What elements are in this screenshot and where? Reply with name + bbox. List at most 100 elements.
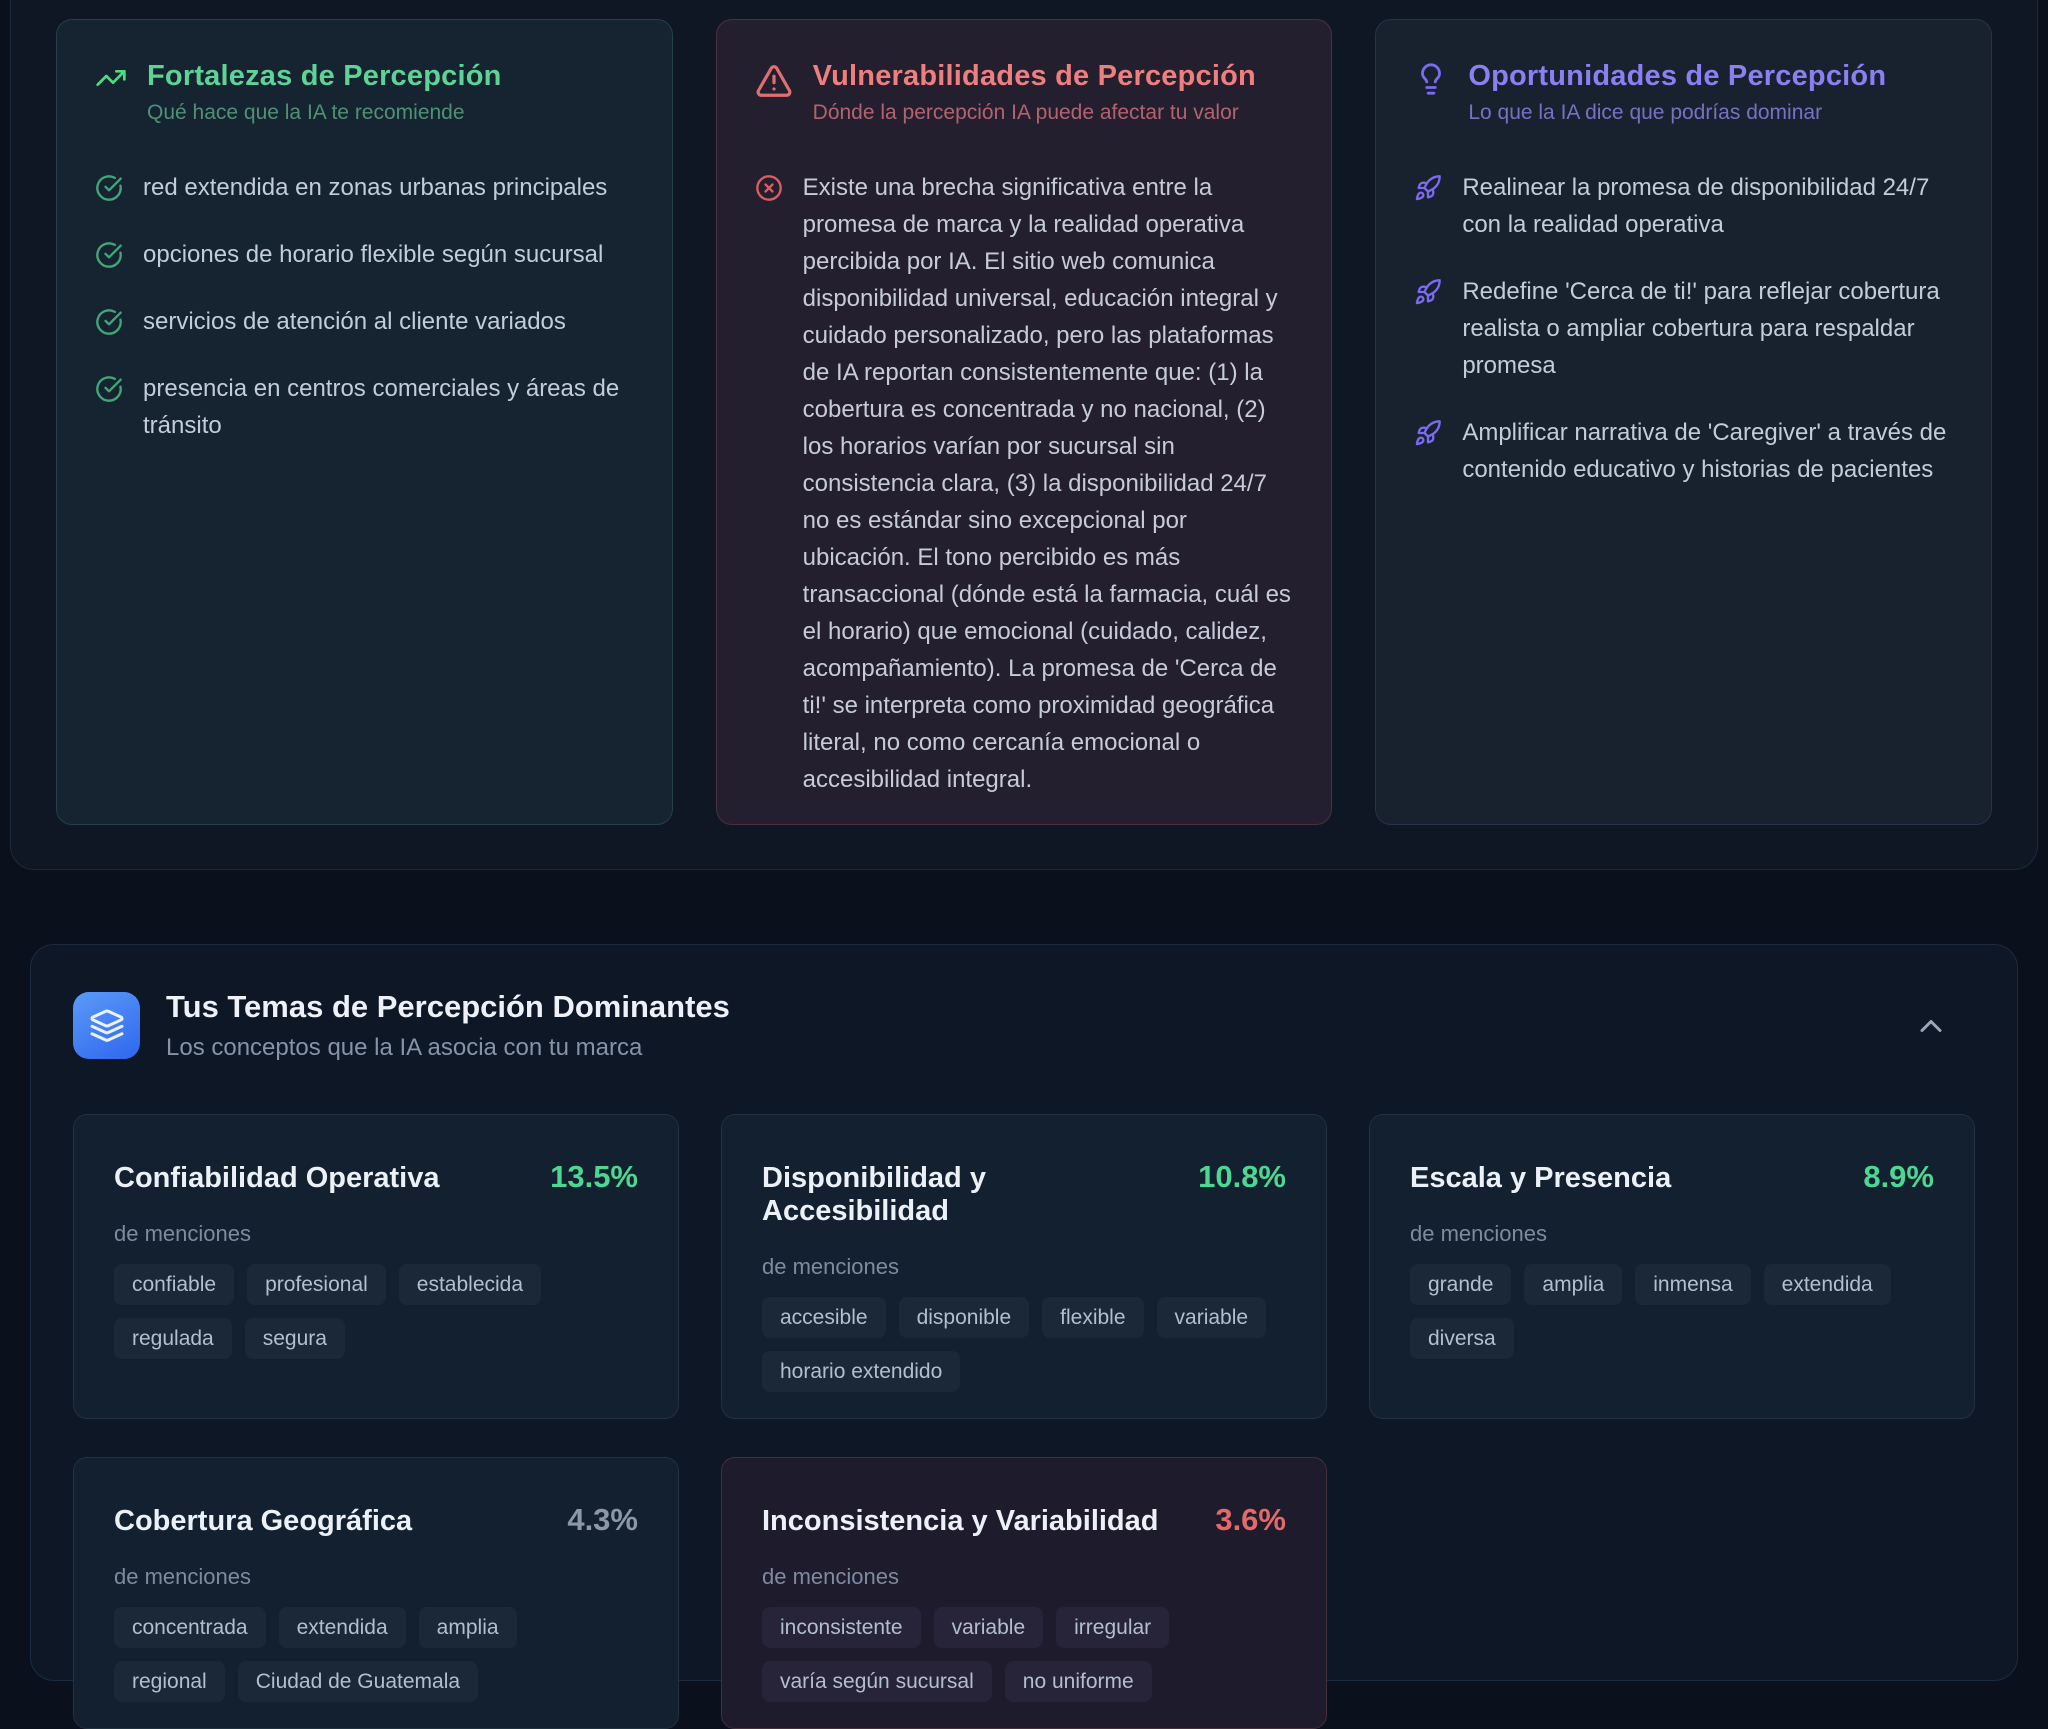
theme-card-cobertura-geografica: Cobertura Geográfica 4.3% de menciones c… (73, 1457, 679, 1729)
theme-tag: profesional (247, 1264, 386, 1305)
rocket-icon (1414, 419, 1442, 447)
strengths-subtitle: Qué hace que la IA te recomiende (147, 101, 465, 124)
mentions-label: de menciones (1410, 1221, 1547, 1246)
theme-tag: grande (1410, 1264, 1512, 1305)
theme-tag: extendida (278, 1607, 406, 1648)
theme-card-disponibilidad-accesibilidad: Disponibilidad y Accesibilidad 10.8% de … (721, 1114, 1327, 1419)
strength-item-text: servicios de atención al cliente variado… (143, 308, 566, 335)
theme-title: Cobertura Geográfica (114, 1505, 413, 1537)
themes-title: Tus Temas de Percepción Dominantes (166, 989, 730, 1024)
perception-insights-panel: Fortalezas de Percepción Qué hace que la… (10, 0, 2038, 870)
dominant-themes-panel: Tus Temas de Percepción Dominantes Los c… (30, 944, 2018, 1729)
strength-item-text: presencia en centros comerciales y áreas… (143, 375, 620, 439)
theme-cards-grid: Confiabilidad Operativa 13.5% de mencion… (59, 1114, 1989, 1729)
opportunities-header: Oportunidades de Percepción Lo que la IA… (1414, 60, 1953, 125)
theme-tag: regulada (114, 1318, 232, 1359)
opportunity-item: Redefine 'Cerca de ti!' para reflejar co… (1414, 273, 1953, 384)
collapse-section-button[interactable] (1913, 1008, 1949, 1044)
theme-tag: amplia (1524, 1264, 1623, 1305)
strength-item: opciones de horario flexible según sucur… (95, 236, 634, 273)
check-circle-icon (95, 174, 123, 202)
x-circle-icon (755, 174, 783, 202)
theme-tags: grande amplia inmensa extendida diversa (1410, 1264, 1934, 1359)
theme-tag: Ciudad de Guatemala (237, 1661, 479, 1702)
opportunities-subtitle: Lo que la IA dice que podrías dominar (1468, 101, 1823, 124)
strength-item: presencia en centros comerciales y áreas… (95, 370, 634, 444)
strength-item: red extendida en zonas urbanas principal… (95, 169, 634, 206)
opportunities-list: Realinear la promesa de disponibilidad 2… (1414, 169, 1953, 488)
strengths-title: Fortalezas de Percepción (147, 60, 502, 92)
theme-tag: no uniforme (1004, 1661, 1152, 1702)
check-circle-icon (95, 375, 123, 403)
theme-title: Escala y Presencia (1410, 1162, 1672, 1194)
theme-percentage: 4.3% (567, 1502, 638, 1537)
theme-tag: irregular (1056, 1607, 1170, 1648)
strength-item-text: opciones de horario flexible según sucur… (143, 241, 604, 268)
lightbulb-icon (1414, 62, 1448, 96)
theme-tag: confiable (114, 1264, 235, 1305)
strength-item-text: red extendida en zonas urbanas principal… (143, 174, 608, 201)
theme-percentage: 3.6% (1215, 1502, 1286, 1537)
theme-title: Inconsistencia y Variabilidad (762, 1505, 1159, 1537)
theme-tag: accesible (762, 1297, 886, 1338)
themes-subtitle: Los conceptos que la IA asocia con tu ma… (166, 1034, 643, 1061)
theme-tags: confiable profesional establecida regulada s… (114, 1264, 638, 1359)
theme-tag: variable (1156, 1297, 1267, 1338)
theme-tag: flexible (1042, 1297, 1144, 1338)
check-circle-icon (95, 241, 123, 269)
vulnerabilities-title: Vulnerabilidades de Percepción (812, 60, 1256, 92)
theme-tag: concentrada (114, 1607, 266, 1648)
theme-card-escala-presencia: Escala y Presencia 8.9% de menciones gra… (1369, 1114, 1975, 1419)
theme-tag: regional (114, 1661, 225, 1702)
opportunity-item-text: Amplificar narrativa de 'Caregiver' a tr… (1462, 419, 1947, 483)
opportunity-item-text: Realinear la promesa de disponibilidad 2… (1462, 174, 1930, 238)
theme-percentage: 8.9% (1863, 1159, 1934, 1194)
layers-icon (73, 992, 140, 1059)
theme-tag: disponible (898, 1297, 1030, 1338)
vulnerability-item: Existe una brecha significativa entre la… (755, 169, 1294, 798)
theme-tags: inconsistente variable irregular varía segú… (762, 1607, 1286, 1702)
strengths-card: Fortalezas de Percepción Qué hace que la… (56, 19, 673, 825)
strength-item: servicios de atención al cliente variado… (95, 303, 634, 340)
mentions-label: de menciones (114, 1564, 251, 1589)
theme-tag: horario extendido (762, 1351, 961, 1392)
theme-tag: segura (244, 1318, 345, 1359)
theme-tag: diversa (1410, 1318, 1514, 1359)
theme-card-confiabilidad-operativa: Confiabilidad Operativa 13.5% de mencion… (73, 1114, 679, 1419)
theme-tags: concentrada extendida amplia regional Ciudad… (114, 1607, 638, 1702)
theme-tag: variable (933, 1607, 1044, 1648)
mentions-label: de menciones (762, 1564, 899, 1589)
warning-triangle-icon (755, 62, 793, 100)
rocket-icon (1414, 174, 1442, 202)
opportunity-item: Amplificar narrativa de 'Caregiver' a tr… (1414, 414, 1953, 488)
theme-percentage: 13.5% (550, 1159, 638, 1194)
theme-percentage: 10.8% (1198, 1159, 1286, 1194)
themes-header: Tus Temas de Percepción Dominantes Los c… (59, 989, 1989, 1062)
mentions-label: de menciones (762, 1254, 899, 1279)
mentions-label: de menciones (114, 1221, 251, 1246)
vulnerability-text: Existe una brecha significativa entre la… (802, 174, 1291, 793)
theme-tag: inconsistente (762, 1607, 921, 1648)
chevron-up-icon (1913, 1008, 1949, 1044)
rocket-icon (1414, 278, 1442, 306)
theme-tag: extendida (1763, 1264, 1891, 1305)
check-circle-icon (95, 308, 123, 336)
theme-tag: amplia (418, 1607, 517, 1648)
theme-title: Disponibilidad y Accesibilidad (762, 1162, 986, 1227)
theme-tags: accesible disponible flexible variable horar… (762, 1297, 1286, 1392)
theme-tag: varía según sucursal (762, 1661, 992, 1702)
strengths-list: red extendida en zonas urbanas principal… (95, 169, 634, 444)
strengths-header: Fortalezas de Percepción Qué hace que la… (95, 60, 634, 125)
theme-tag: inmensa (1635, 1264, 1751, 1305)
vulnerabilities-card: Vulnerabilidades de Percepción Dónde la … (715, 19, 1333, 825)
vulnerabilities-subtitle: Dónde la percepción IA puede afectar tu … (812, 101, 1239, 124)
theme-card-inconsistencia-variabilidad: Inconsistencia y Variabilidad 3.6% de me… (721, 1457, 1327, 1729)
opportunities-title: Oportunidades de Percepción (1468, 60, 1887, 92)
theme-tag: establecida (398, 1264, 542, 1305)
theme-title: Confiabilidad Operativa (114, 1162, 440, 1194)
opportunity-item-text: Redefine 'Cerca de ti!' para reflejar co… (1462, 278, 1940, 379)
opportunity-item: Realinear la promesa de disponibilidad 2… (1414, 169, 1953, 243)
trending-up-icon (95, 62, 127, 94)
opportunities-card: Oportunidades de Percepción Lo que la IA… (1375, 19, 1992, 825)
vulnerabilities-header: Vulnerabilidades de Percepción Dónde la … (755, 60, 1294, 125)
